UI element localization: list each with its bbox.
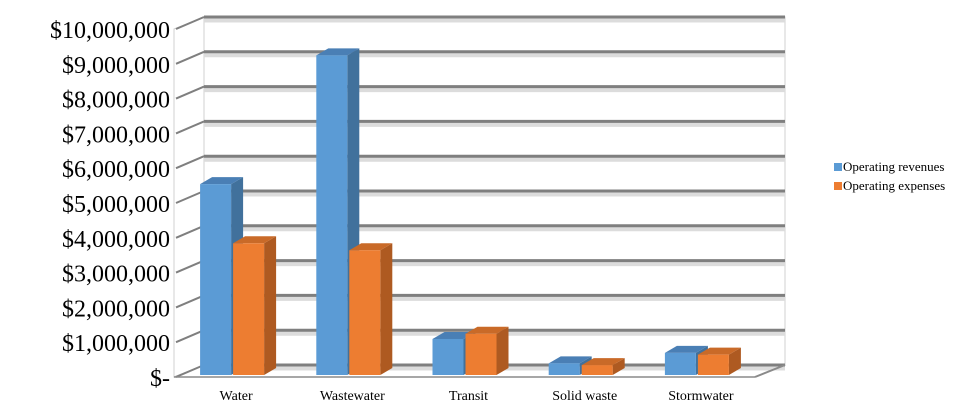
y-tick-label: $3,000,000 [62, 262, 170, 288]
bars [200, 48, 741, 376]
y-tick-label: $4,000,000 [62, 227, 170, 253]
legend-swatch [834, 163, 842, 171]
y-tick-label: $9,000,000 [62, 53, 170, 79]
y-tick-label: $10,000,000 [50, 18, 170, 44]
y-tick-label: $8,000,000 [62, 88, 170, 114]
x-tick-label: Solid waste [552, 389, 617, 404]
legend-swatch [834, 182, 842, 190]
x-tick-label: Wastewater [320, 389, 385, 404]
x-tick-label: Water [220, 389, 253, 404]
legend-label: Operating revenues [843, 159, 944, 174]
bar-operating-revenues-wastewater [316, 48, 360, 376]
gridline [175, 50, 785, 65]
gridline [175, 85, 785, 100]
x-tick-label: Transit [449, 389, 488, 404]
legend-label: Operating expenses [843, 178, 945, 193]
gridline [175, 259, 785, 274]
y-tick-label: $6,000,000 [62, 157, 170, 183]
bar-operating-expenses-stormwater [697, 347, 741, 375]
x-tick-label: Stormwater [668, 389, 734, 404]
gridline [175, 293, 785, 309]
legend-item-operating-revenues[interactable]: Operating revenues [834, 159, 944, 174]
legend-item-operating-expenses[interactable]: Operating expenses [834, 178, 945, 193]
gridline [175, 15, 785, 30]
x-axis-tick-labels: Water Wastewater Transit Solid waste Stormwa… [220, 389, 734, 404]
y-tick-label: $7,000,000 [62, 122, 170, 148]
y-tick-label: $5,000,000 [62, 192, 170, 218]
bar-operating-expenses-water [233, 236, 277, 375]
legend[interactable]: Operating revenues Operating expenses [834, 159, 945, 193]
y-tick-label: $1,000,000 [62, 331, 170, 357]
gridline [175, 119, 785, 135]
bar-operating-expenses-wastewater [349, 243, 393, 375]
y-tick-label: $2,000,000 [62, 296, 170, 322]
y-tick-label: $- [150, 366, 170, 392]
gridline [175, 189, 785, 204]
y-axis-tick-labels: $- $1,000,000 $2,000,000 $3,000,000 $4,000,0… [50, 18, 170, 392]
bar-operating-expenses-solid-waste [581, 358, 625, 375]
gridline [175, 154, 785, 170]
gridline [175, 224, 785, 239]
bar-operating-expenses-transit [465, 326, 509, 375]
